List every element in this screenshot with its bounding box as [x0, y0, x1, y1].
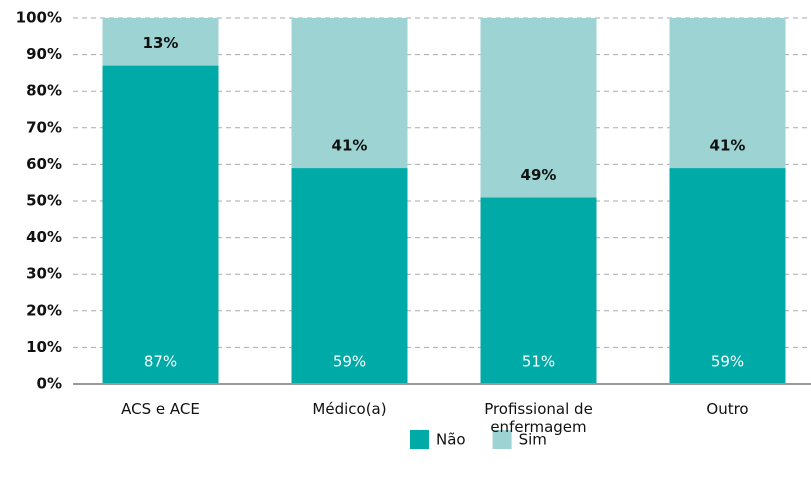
data-label: 13%	[143, 34, 179, 52]
bar-segment	[102, 18, 219, 66]
bar-segment	[669, 168, 786, 384]
x-tick-label: ACS e ACE	[121, 400, 200, 418]
y-tick-label: 0%	[37, 375, 62, 393]
data-label: 41%	[710, 137, 746, 155]
y-tick-label: 50%	[26, 192, 62, 210]
y-tick-label: 80%	[26, 82, 62, 100]
y-tick-label: 60%	[26, 155, 62, 173]
x-tick-label: Profissional de enfermagem	[484, 400, 593, 436]
x-tick-label: Médico(a)	[312, 400, 387, 418]
y-tick-label: 70%	[26, 118, 62, 136]
legend-swatch	[410, 430, 429, 449]
legend-label: Não	[436, 431, 466, 449]
data-label: 41%	[332, 137, 368, 155]
y-tick-label: 20%	[26, 301, 62, 319]
data-label: 59%	[333, 353, 366, 371]
bar-segment	[102, 65, 219, 384]
y-tick-label: 30%	[26, 265, 62, 283]
data-label: 51%	[522, 353, 555, 371]
data-label: 87%	[144, 353, 177, 371]
data-label: 49%	[521, 166, 557, 184]
bar-segment	[669, 18, 786, 169]
bar-segment	[480, 18, 597, 198]
legend-label: Sim	[519, 431, 547, 449]
bar-segment	[291, 168, 408, 384]
y-tick-label: 100%	[16, 9, 62, 27]
legend-swatch	[492, 430, 512, 449]
data-label: 59%	[711, 353, 744, 371]
bar-segment	[291, 18, 408, 169]
y-tick-label: 10%	[26, 338, 62, 356]
y-tick-label: 90%	[26, 45, 62, 63]
x-tick-label: Outro	[706, 400, 749, 418]
y-tick-label: 40%	[26, 228, 62, 246]
bar-segment	[480, 197, 597, 384]
